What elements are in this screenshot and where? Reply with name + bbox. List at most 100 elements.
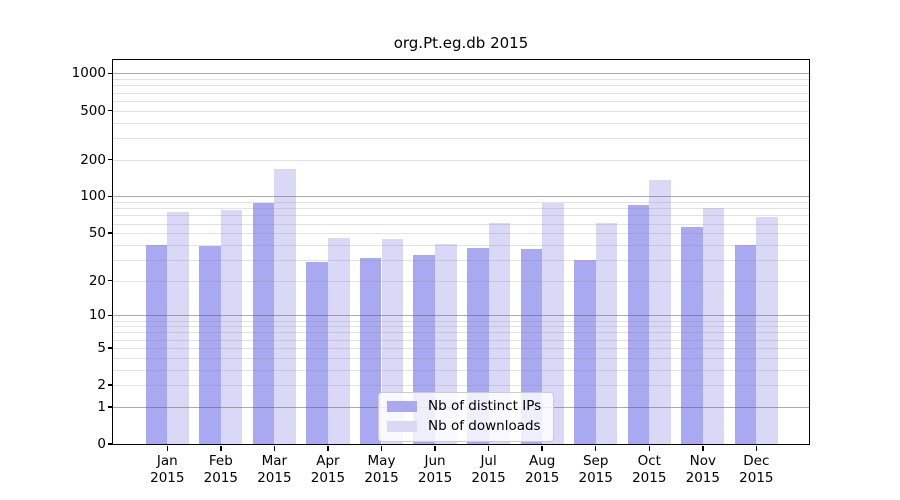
bar-downloads-aug-2015	[542, 203, 564, 444]
gridline-minor	[113, 92, 809, 94]
y-tick	[107, 384, 113, 386]
gridline-minor	[113, 122, 809, 124]
legend: Nb of distinct IPs Nb of downloads	[378, 392, 555, 442]
x-tick	[434, 445, 436, 451]
y-tick-label: 0	[97, 436, 106, 452]
gridline-minor	[113, 159, 809, 161]
y-tick	[107, 443, 113, 445]
y-tick	[107, 232, 113, 234]
y-tick-label: 1000	[71, 65, 106, 82]
bar-downloads-nov-2015	[702, 208, 725, 444]
gridline-minor	[113, 259, 809, 261]
gridline-minor	[113, 332, 809, 334]
gridline-minor	[113, 385, 809, 387]
gridline-major	[113, 73, 809, 75]
x-tick	[166, 445, 169, 451]
x-tick	[487, 445, 490, 451]
y-tick-label: 100	[80, 188, 106, 205]
x-tick-label: Sep 2015	[578, 453, 613, 486]
y-tick-label: 200	[80, 151, 106, 168]
bar-distinct-ips-nov-2015	[681, 227, 703, 444]
x-tick	[648, 445, 650, 451]
bar-downloads-jul-2015	[488, 222, 511, 444]
plot-canvas	[113, 60, 809, 444]
bar-distinct-ips-dec-2015	[734, 244, 757, 444]
x-tick	[380, 445, 383, 451]
x-tick	[702, 445, 704, 451]
gridline-minor	[113, 223, 809, 225]
gridline-minor	[113, 233, 809, 235]
gridline-minor	[113, 326, 809, 328]
x-tick	[220, 445, 222, 451]
bar-distinct-ips-sep-2015	[574, 259, 596, 444]
gridline-major	[113, 315, 809, 317]
x-tick	[755, 445, 758, 451]
y-tick-label: 5	[97, 339, 106, 356]
gridline-minor	[113, 320, 809, 322]
legend-label-downloads: Nb of downloads	[428, 418, 541, 434]
gridline-minor	[113, 85, 809, 87]
x-tick-label: Jul 2015	[471, 453, 506, 486]
x-tick-label: Apr 2015	[310, 453, 346, 486]
bar-downloads-apr-2015	[327, 237, 350, 444]
y-tick	[107, 195, 113, 198]
y-tick-label: 10	[88, 307, 106, 324]
legend-row-downloads: Nb of downloads	[387, 418, 541, 435]
gridline-minor	[113, 110, 809, 112]
plot-area	[111, 58, 810, 445]
x-tick-label: Oct 2015	[632, 453, 667, 486]
chart-title: org.Pt.eg.db 2015	[393, 34, 529, 52]
y-tick-label: 20	[88, 272, 106, 289]
bar-downloads-feb-2015	[220, 210, 243, 444]
bar-distinct-ips-jan-2015	[145, 244, 168, 444]
y-tick	[107, 158, 113, 161]
bar-downloads-sep-2015	[595, 222, 618, 444]
x-tick	[273, 445, 276, 451]
x-tick-label: Jan 2015	[150, 453, 185, 486]
x-tick-label: Aug 2015	[524, 453, 560, 486]
y-tick-label: 1	[97, 398, 106, 415]
y-tick	[107, 314, 113, 317]
bar-distinct-ips-feb-2015	[199, 246, 221, 444]
y-tick-label: 50	[88, 225, 106, 242]
x-tick-label: May 2015	[364, 453, 399, 486]
bar-distinct-ips-oct-2015	[627, 205, 650, 444]
bar-distinct-ips-apr-2015	[306, 261, 328, 444]
y-tick	[107, 347, 113, 349]
x-tick-label: Feb 2015	[203, 453, 239, 486]
gridline-minor	[113, 347, 809, 349]
legend-label-distinct-ips: Nb of distinct IPs	[428, 398, 542, 414]
bar-distinct-ips-mar-2015	[252, 202, 275, 444]
gridline-minor	[113, 339, 809, 341]
gridlines-layer	[113, 60, 809, 444]
gridline-minor	[113, 357, 809, 359]
gridline-minor	[113, 208, 809, 210]
gridline-minor	[113, 244, 809, 246]
y-tick	[107, 406, 113, 408]
bar-distinct-ips-may-2015	[359, 258, 382, 444]
bar-downloads-jan-2015	[167, 212, 189, 444]
gridline-minor	[113, 369, 809, 371]
legend-row-distinct-ips: Nb of distinct IPs	[387, 398, 541, 415]
bar-downloads-oct-2015	[649, 180, 671, 444]
y-tick	[107, 72, 113, 75]
bar-downloads-mar-2015	[274, 168, 296, 444]
x-tick	[541, 445, 543, 451]
x-tick-label: Mar 2015	[257, 453, 292, 486]
x-tick-label: Jun 2015	[417, 453, 453, 486]
y-tick-label: 2	[97, 377, 106, 394]
legend-swatch-distinct-ips	[387, 401, 417, 412]
gridline-minor	[113, 280, 809, 282]
y-tick	[107, 279, 113, 282]
gridline-minor	[113, 215, 809, 217]
legend-swatch-downloads	[387, 421, 417, 432]
gridline-minor	[113, 100, 809, 102]
gridline-major	[113, 196, 809, 198]
y-tick-label: 500	[80, 102, 106, 119]
x-tick	[594, 445, 597, 451]
gridline-minor	[113, 79, 809, 81]
gridline-minor	[113, 202, 809, 204]
bar-downloads-dec-2015	[756, 216, 778, 444]
x-tick-label: Nov 2015	[685, 453, 720, 486]
